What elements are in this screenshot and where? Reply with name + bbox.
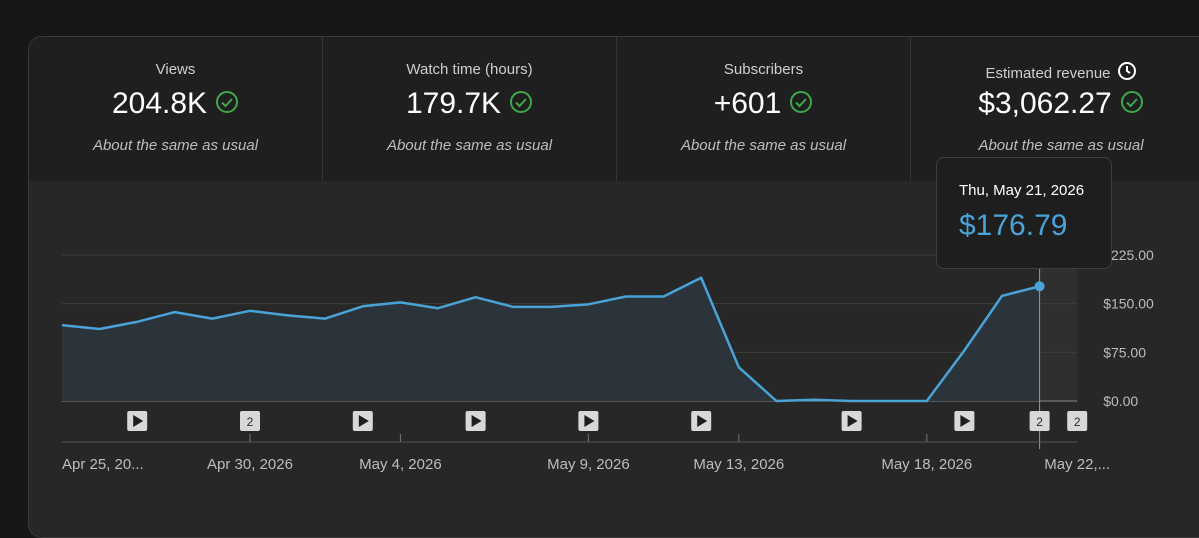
y-tick-label: $150.00 — [1103, 296, 1154, 312]
marker-box — [1029, 411, 1050, 431]
metric-note: About the same as usual — [978, 137, 1144, 154]
metric-watch-time[interactable]: Watch time (hours) 179.7K About the same… — [323, 37, 617, 181]
metric-note: About the same as usual — [92, 137, 259, 154]
metric-note: About the same as usual — [680, 137, 847, 154]
video-marker[interactable] — [352, 411, 373, 431]
metric-label: Estimated revenue — [985, 65, 1111, 82]
video-count-marker[interactable]: 2 — [240, 411, 260, 431]
x-tick-label: May 4, 2026 — [359, 456, 442, 473]
y-tick-label: $225.00 — [1103, 247, 1154, 263]
tooltip-value: $176.79 — [959, 209, 1068, 242]
video-marker[interactable] — [841, 411, 862, 431]
metric-label-row: Estimated revenue — [911, 61, 1199, 85]
play-icon — [960, 415, 971, 427]
metric-value: +601 — [713, 87, 782, 120]
tooltip-date: Thu, May 21, 2026 — [959, 182, 1085, 199]
play-icon — [133, 415, 144, 427]
play-icon — [584, 415, 595, 427]
series-area — [62, 277, 1040, 401]
video-count-marker[interactable]: 2 — [1029, 411, 1050, 431]
analytics-card: Views 204.8K About the same as usual Wat… — [28, 36, 1199, 538]
revenue-chart[interactable]: $0.00 $75.00 $150.00 $225.00 2 2 2 Apr 25, 20..… — [29, 37, 1199, 537]
marker-box — [1067, 411, 1088, 431]
x-tick-label: May 9, 2026 — [547, 456, 630, 473]
video-marker[interactable] — [465, 411, 486, 431]
play-icon — [471, 415, 482, 427]
metric-label: Views — [155, 61, 196, 78]
clock-icon — [1117, 61, 1137, 85]
check-circle-icon — [215, 88, 239, 122]
metric-note: About the same as usual — [386, 137, 553, 154]
play-icon — [358, 415, 369, 427]
video-count-marker[interactable]: 2 — [1067, 411, 1088, 431]
check-circle-icon — [509, 88, 533, 122]
video-marker[interactable] — [954, 411, 975, 431]
metric-label: Watch time (hours) — [406, 61, 533, 78]
metric-label: Subscribers — [723, 61, 804, 78]
metric-views[interactable]: Views 204.8K About the same as usual — [29, 37, 323, 181]
marker-count: 2 — [1036, 415, 1043, 429]
chart-tooltip: Thu, May 21, 2026 $176.79 — [936, 157, 1112, 269]
x-tick-label: May 13, 2026 — [693, 456, 784, 473]
marker-box — [240, 411, 260, 431]
x-tick-label: Apr 25, 20... — [62, 456, 144, 473]
check-circle-icon — [789, 88, 813, 122]
metric-value-row: 204.8K — [29, 87, 322, 122]
check-circle-icon — [1120, 88, 1144, 122]
metric-value: 204.8K — [111, 87, 208, 120]
hover-point — [1034, 281, 1045, 292]
x-tick-label: May 22,... — [1044, 456, 1110, 473]
play-icon — [847, 415, 858, 427]
play-icon — [697, 415, 708, 427]
y-tick-label: $0.00 — [1103, 393, 1138, 409]
metric-value: $3,062.27 — [978, 87, 1112, 120]
marker-count: 2 — [1074, 415, 1081, 429]
metric-value-row: $3,062.27 — [911, 87, 1199, 122]
highlight-band — [1039, 255, 1078, 401]
metric-value: 179.7K — [405, 87, 502, 120]
series-line — [61, 276, 1040, 403]
x-tick-label: Apr 30, 2026 — [207, 456, 293, 473]
metric-subscribers[interactable]: Subscribers +601 About the same as usual — [617, 37, 911, 181]
video-marker[interactable] — [578, 411, 599, 431]
video-marker[interactable] — [691, 411, 712, 431]
video-marker[interactable] — [127, 411, 148, 431]
metric-value-row: 179.7K — [323, 87, 616, 122]
x-tick-label: May 18, 2026 — [881, 456, 972, 473]
metric-value-row: +601 — [617, 87, 910, 122]
y-tick-label: $75.00 — [1103, 344, 1146, 360]
marker-count: 2 — [247, 415, 254, 429]
